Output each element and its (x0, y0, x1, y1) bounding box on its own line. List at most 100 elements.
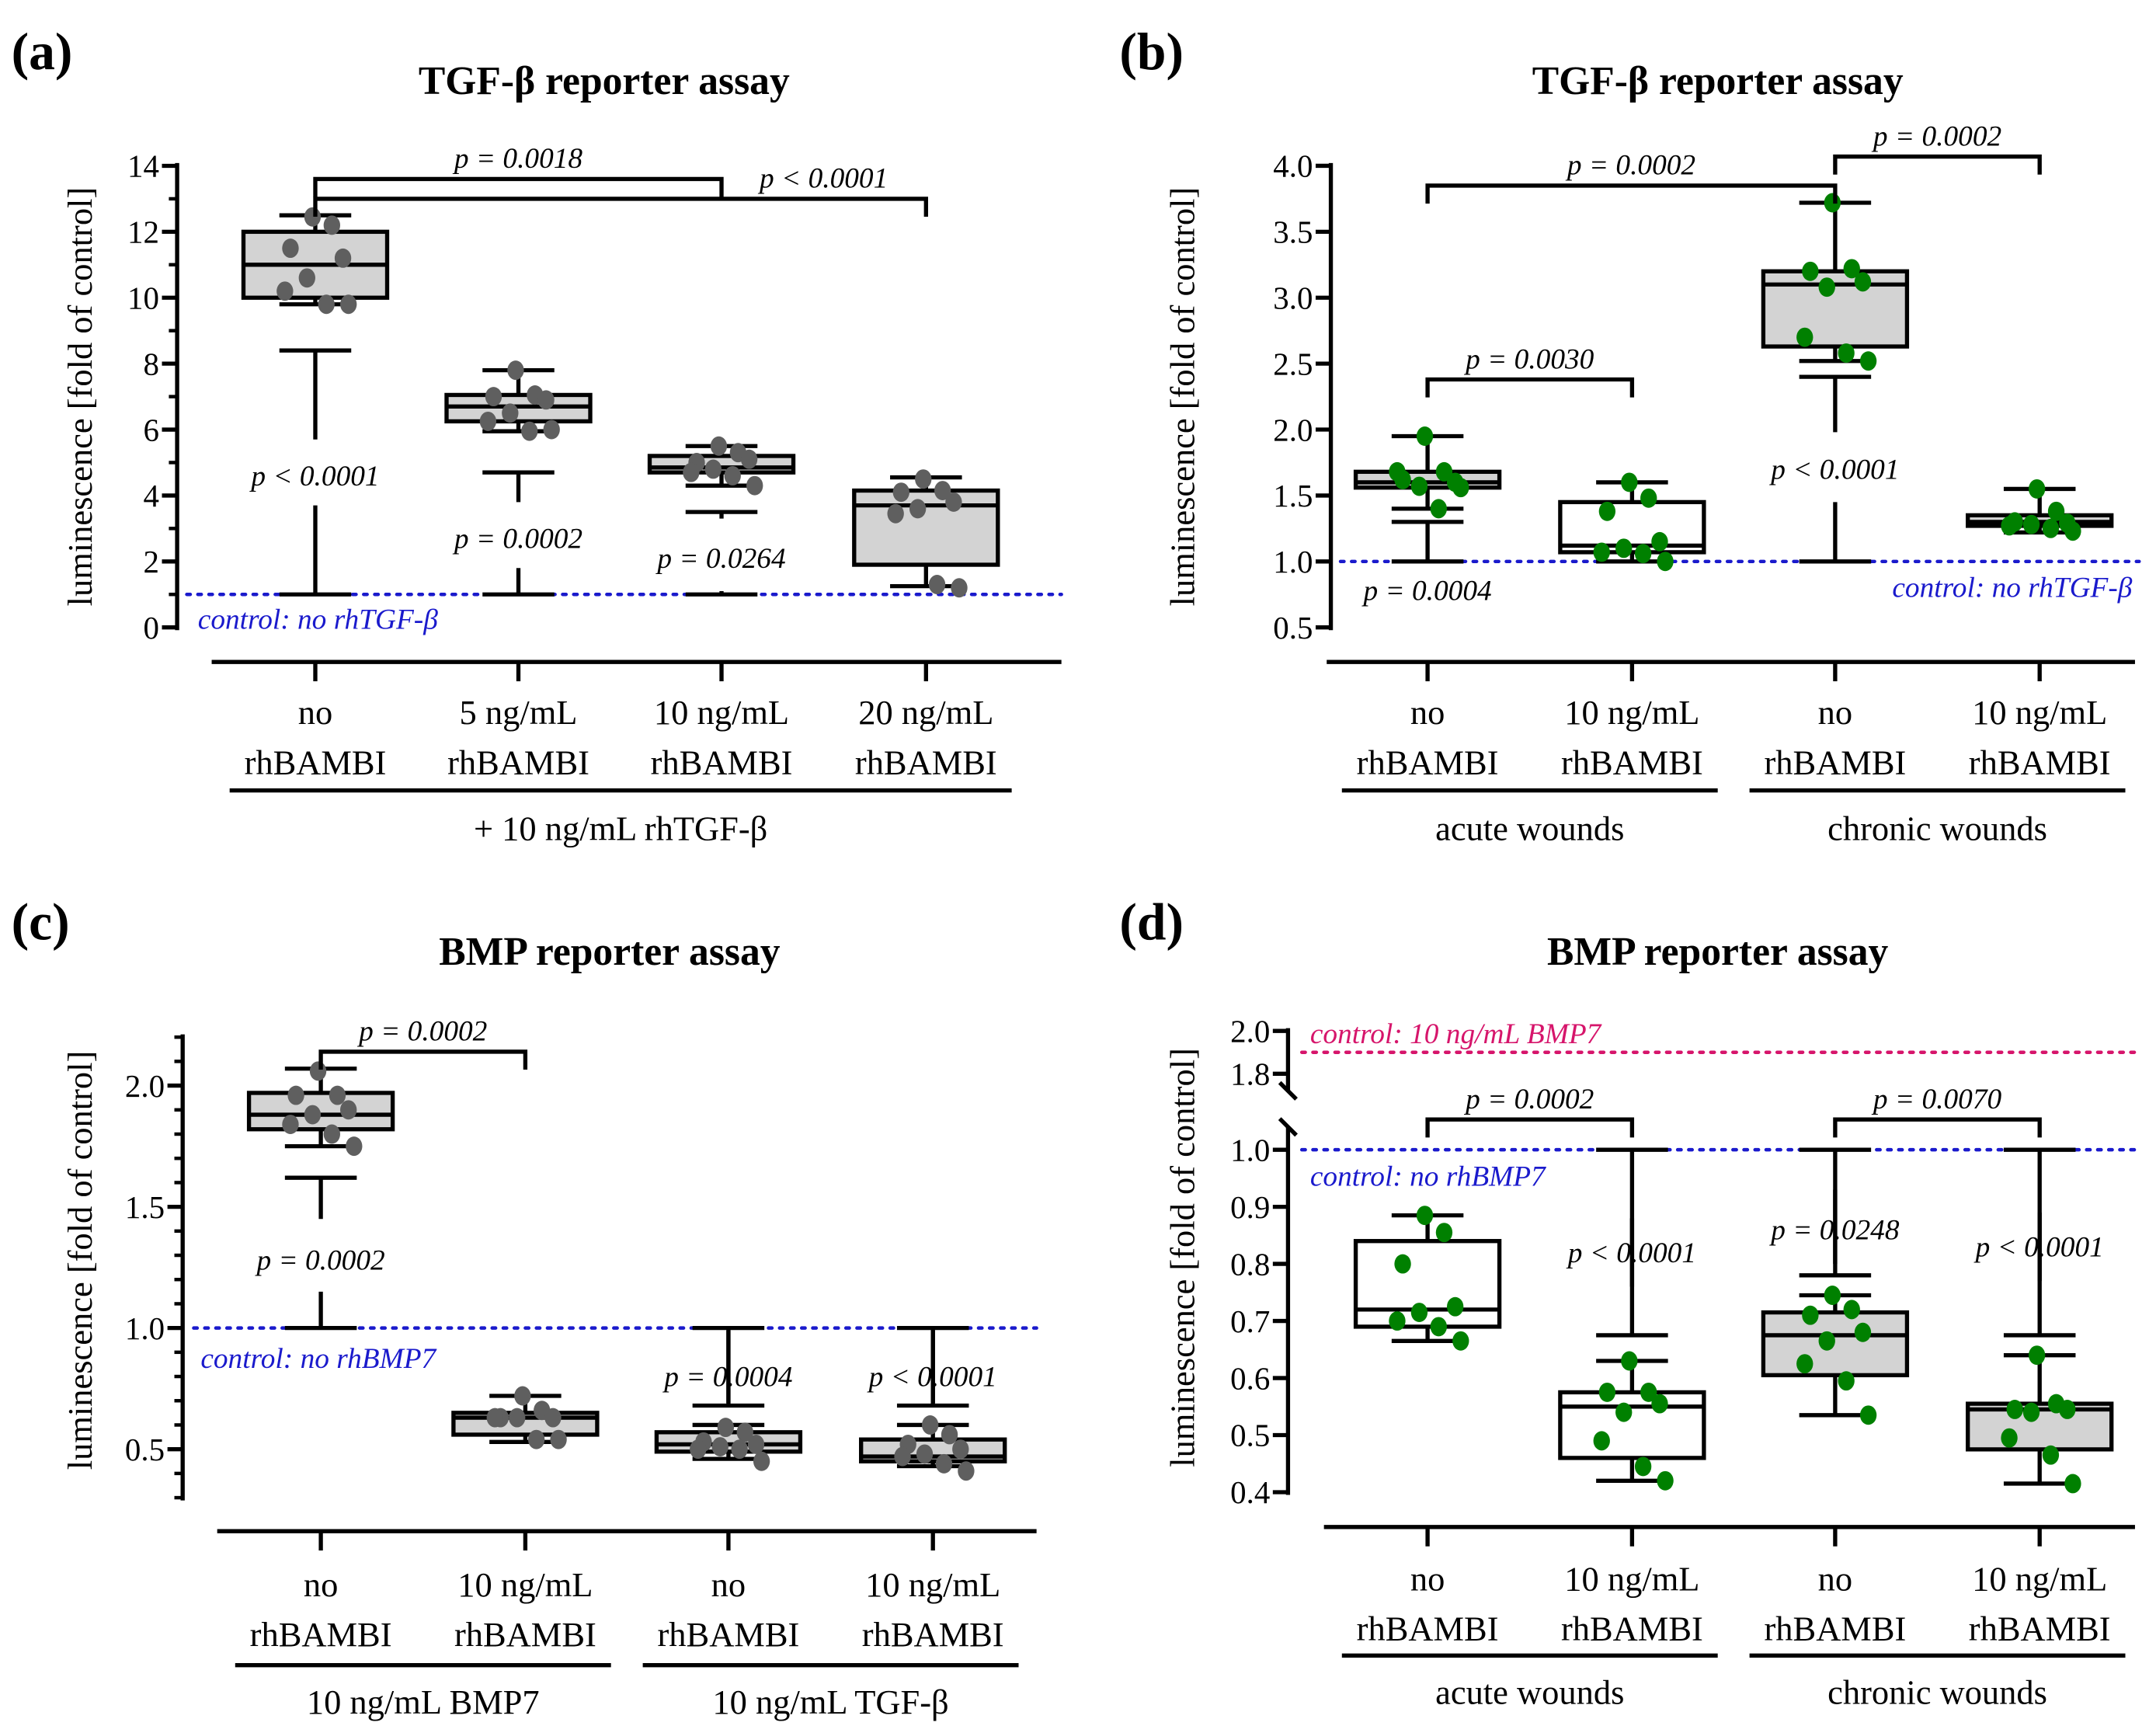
category-label: rhBAMBI (245, 743, 387, 781)
data-point (753, 1451, 770, 1471)
data-point (1838, 343, 1855, 364)
data-point (1651, 1394, 1668, 1414)
data-point (736, 1422, 753, 1442)
box (1558, 1390, 1706, 1460)
bracket-p-value: p = 0.0002 (356, 1016, 487, 1048)
category-label: rhBAMBI (651, 743, 793, 781)
data-point (486, 1408, 503, 1428)
data-point (287, 1085, 304, 1105)
data-point (704, 459, 722, 479)
significance-bracket (1425, 377, 1635, 398)
data-point (894, 1446, 911, 1467)
category-label: 20 ng/mL (858, 693, 993, 732)
panel-letter-d: (d) (1119, 893, 1184, 952)
data-point (1394, 1254, 1411, 1274)
data-point (323, 1124, 341, 1144)
control-label: control: 10 ng/mL BMP7 (1310, 1018, 1602, 1050)
significance-bracket (318, 1049, 528, 1070)
box (852, 488, 1000, 567)
category-label: 10 ng/mL (457, 1565, 593, 1604)
p-value-label: p < 0.0001 (867, 1362, 997, 1394)
data-point (521, 421, 538, 441)
data-point (298, 268, 315, 288)
data-point (276, 281, 294, 301)
category-label: rhBAMBI (1969, 1609, 2111, 1648)
data-point (318, 294, 335, 315)
panel-d-title: BMP reporter assay (1547, 930, 1889, 974)
category-label: rhBAMBI (1764, 743, 1906, 781)
group-label: 10 ng/mL TGF-β (712, 1683, 948, 1721)
y-tick-label: 1.5 (125, 1190, 165, 1225)
category-label: rhBAMBI (447, 743, 589, 781)
data-point (1615, 538, 1633, 559)
box-group (1353, 1206, 1502, 1351)
data-point (1802, 261, 1819, 281)
data-point (479, 411, 497, 431)
data-point (746, 475, 763, 496)
data-point (1598, 501, 1616, 521)
data-point (916, 1444, 934, 1464)
data-point (1416, 1206, 1434, 1226)
panel-a-title: TGF-β reporter assay (419, 59, 790, 103)
data-point (1802, 1305, 1819, 1325)
p-value-label: p = 0.0004 (1361, 576, 1491, 607)
box-group (1558, 472, 1706, 572)
panel-letter-a: (a) (12, 23, 73, 81)
data-point (1416, 426, 1434, 446)
y-tick-label: 0.4 (1230, 1475, 1270, 1510)
data-point (1389, 461, 1406, 482)
p-value-label: p < 0.0001 (1768, 454, 1899, 485)
data-point (887, 503, 904, 524)
data-point (1657, 552, 1674, 572)
data-point (710, 436, 728, 456)
y-tick-label: 2 (143, 545, 158, 579)
y-tick-label: 10 (127, 280, 159, 315)
category-label: 10 ng/mL (1972, 693, 2107, 732)
box-group: p < 0.0001 (1966, 1147, 2114, 1494)
category-label: no (304, 1565, 338, 1604)
bracket-p-value: p = 0.0002 (1463, 1084, 1594, 1115)
group-label: chronic wounds (1827, 1673, 2047, 1712)
y-tick-label: 2.5 (1273, 346, 1313, 381)
data-point (1598, 1382, 1616, 1402)
data-point (740, 449, 758, 469)
panel-c-ylabel: luminescence [fold of control] (61, 1051, 99, 1470)
p-value-label: p = 0.0264 (655, 543, 785, 575)
panel-letter-c: (c) (12, 893, 70, 952)
box-group: p < 0.0001 (1558, 1147, 1706, 1491)
data-point (543, 419, 560, 440)
data-point (1640, 488, 1657, 508)
y-tick-label: 0.5 (125, 1432, 165, 1467)
y-tick-label: 0.5 (1230, 1418, 1270, 1453)
data-point (1593, 1431, 1610, 1451)
data-point (1593, 542, 1610, 562)
p-value-label: p = 0.0002 (452, 524, 582, 555)
data-point (329, 1085, 346, 1105)
p-value-label: p = 0.0002 (254, 1245, 384, 1277)
box-group: p < 0.0001 (859, 1325, 1007, 1481)
data-point (1859, 351, 1877, 371)
category-label: rhBAMBI (1561, 1609, 1703, 1648)
box-group: p = 0.0002 (246, 1061, 395, 1331)
y-tick-label: 4.0 (1273, 149, 1313, 184)
y-tick-label: 2.0 (1230, 1014, 1270, 1049)
data-point (340, 1100, 357, 1120)
p-value-label: p = 0.0248 (1768, 1214, 1900, 1246)
control-label: control: no rhTGF-β (1892, 572, 2132, 604)
data-point (731, 1439, 748, 1460)
category-label: no (1818, 693, 1852, 732)
y-tick-label: 3.0 (1273, 280, 1313, 315)
data-point (934, 481, 951, 500)
data-point (690, 1439, 707, 1460)
y-tick-label: 3.5 (1273, 215, 1313, 250)
data-point (1824, 1286, 1841, 1305)
data-point (1446, 1296, 1464, 1317)
y-tick-label: 1.8 (1230, 1057, 1270, 1092)
panel-b-ylabel: luminescence [fold of control] (1163, 187, 1201, 607)
data-point (1838, 1371, 1855, 1391)
category-label: rhBAMBI (862, 1615, 1004, 1654)
y-tick-label: 1.0 (1230, 1133, 1270, 1167)
data-point (2028, 1345, 2046, 1366)
box-group (1966, 478, 2114, 541)
box (647, 454, 796, 475)
